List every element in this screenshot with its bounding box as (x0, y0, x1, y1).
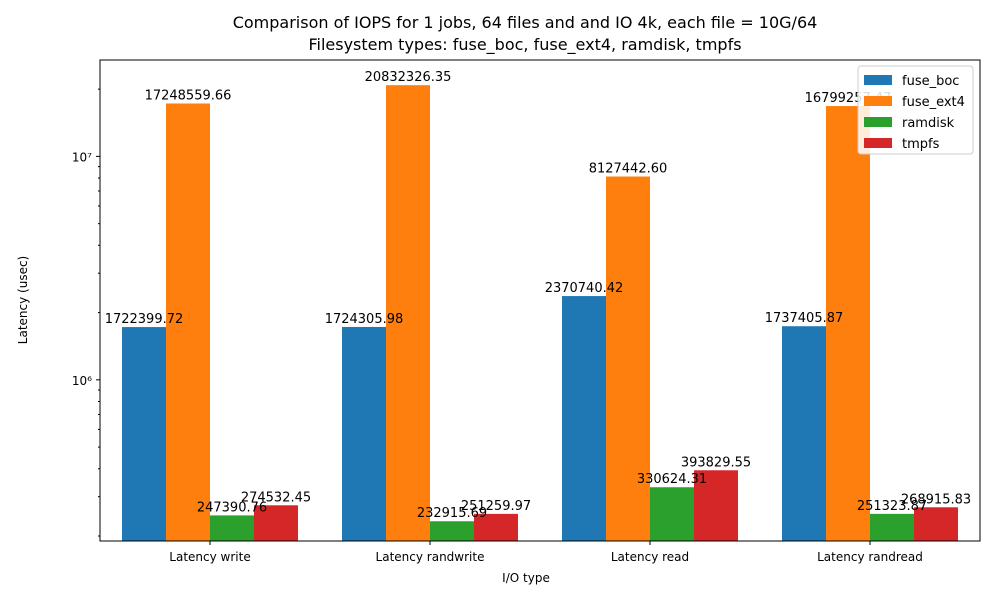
legend-swatch-tmpfs (864, 138, 892, 148)
data-label: 247390.76 (197, 500, 267, 515)
legend-label: fuse_ext4 (902, 95, 965, 110)
data-label: 20832326.35 (365, 70, 452, 85)
data-label: 1737405.87 (765, 311, 844, 326)
data-label: 2370740.42 (545, 281, 624, 296)
chart-title: Comparison of IOPS for 1 jobs, 64 files … (233, 13, 818, 32)
bar-fuse_boc-4 (782, 326, 826, 541)
data-label: 268915.83 (901, 492, 971, 507)
data-label: 393829.55 (681, 455, 751, 470)
data-label: 1722399.72 (105, 312, 184, 327)
y-axis-label: Latency (usec) (16, 256, 30, 344)
x-tick-label: Latency randwrite (376, 550, 485, 564)
bar-fuse_ext4-1 (166, 103, 210, 542)
x-axis-label: I/O type (502, 571, 550, 585)
bar-fuse_boc-3 (562, 296, 606, 541)
bar-fuse_boc-1 (122, 327, 166, 541)
x-ticks-group: Latency write Latency randwrite Latency re… (169, 541, 923, 564)
x-tick-label: Latency randread (817, 550, 923, 564)
bar-fuse_ext4-2 (386, 85, 430, 542)
bar-ramdisk-4 (870, 513, 914, 541)
bars-group (122, 85, 958, 542)
bar-tmpfs-4 (914, 507, 958, 541)
bar-ramdisk-1 (210, 515, 254, 541)
bar-fuse_boc-2 (342, 326, 386, 541)
legend-swatch-fuse_ext4 (864, 96, 892, 106)
bar-ramdisk-2 (430, 521, 474, 541)
y-tick-label: 10⁶ (72, 374, 92, 388)
data-label: 232915.69 (417, 506, 487, 521)
data-label: 17248559.66 (145, 88, 232, 103)
data-label: 330624.31 (637, 472, 707, 487)
bar-fuse_ext4-3 (606, 176, 650, 541)
legend-swatch-ramdisk (864, 117, 892, 127)
bar-fuse_ext4-4 (826, 106, 870, 542)
data-label: 251259.97 (461, 499, 531, 514)
data-label: 8127442.60 (589, 162, 668, 177)
data-label: 1724305.98 (325, 312, 404, 327)
chart-subtitle: Filesystem types: fuse_boc, fuse_ext4, r… (308, 35, 741, 55)
bar-tmpfs-1 (254, 505, 298, 541)
bar-tmpfs-2 (474, 513, 518, 541)
x-tick-label: Latency read (611, 550, 689, 564)
data-label: 274532.45 (241, 490, 311, 505)
bar-tmpfs-3 (694, 470, 738, 541)
legend-swatch-fuse_boc (864, 75, 892, 85)
legend-label: fuse_boc (902, 74, 959, 89)
legend-label: tmpfs (902, 137, 940, 152)
legend-frame (857, 65, 974, 155)
bar-ramdisk-3 (650, 487, 694, 541)
legend-label: ramdisk (902, 116, 955, 131)
x-tick-label: Latency write (169, 550, 250, 564)
plot-frame (99, 59, 981, 542)
y-tick-label: 10⁷ (72, 150, 92, 164)
y-ticks-group: 10⁶ 10⁷ (72, 150, 100, 388)
data-label: 251323.87 (857, 499, 927, 514)
